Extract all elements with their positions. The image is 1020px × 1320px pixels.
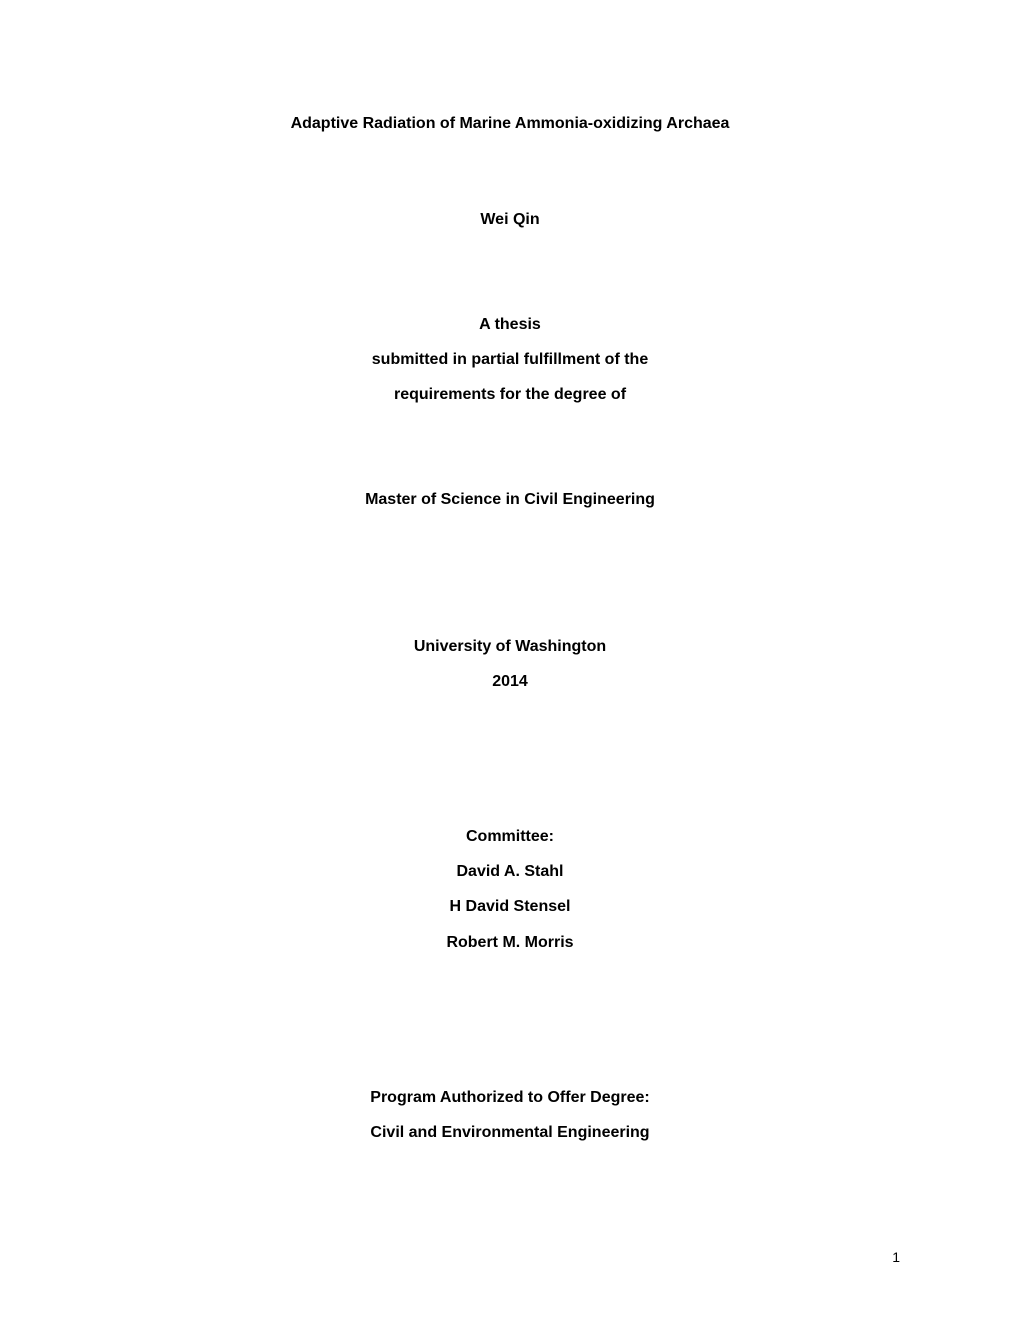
thesis-line-3: requirements for the degree of: [372, 377, 648, 412]
thesis-title: Adaptive Radiation of Marine Ammonia-oxi…: [291, 115, 730, 133]
thesis-description: A thesis submitted in partial fulfillmen…: [372, 307, 648, 413]
thesis-year: 2014: [414, 664, 606, 699]
degree-name: Master of Science in Civil Engineering: [365, 491, 655, 509]
thesis-title-page: Adaptive Radiation of Marine Ammonia-oxi…: [0, 0, 1020, 1320]
program-block: Program Authorized to Offer Degree: Civi…: [370, 1080, 649, 1150]
committee-block: Committee: David A. Stahl H David Stense…: [446, 819, 573, 960]
thesis-line-2: submitted in partial fulfillment of the: [372, 342, 648, 377]
page-number: 1: [892, 1249, 900, 1265]
university-block: University of Washington 2014: [414, 629, 606, 699]
university-name: University of Washington: [414, 629, 606, 664]
program-name: Civil and Environmental Engineering: [370, 1115, 649, 1150]
thesis-line-1: A thesis: [372, 307, 648, 342]
committee-member-2: H David Stensel: [446, 889, 573, 924]
committee-heading: Committee:: [446, 819, 573, 854]
committee-member-3: Robert M. Morris: [446, 925, 573, 960]
program-heading: Program Authorized to Offer Degree:: [370, 1080, 649, 1115]
author-name: Wei Qin: [480, 211, 539, 229]
committee-member-1: David A. Stahl: [446, 854, 573, 889]
